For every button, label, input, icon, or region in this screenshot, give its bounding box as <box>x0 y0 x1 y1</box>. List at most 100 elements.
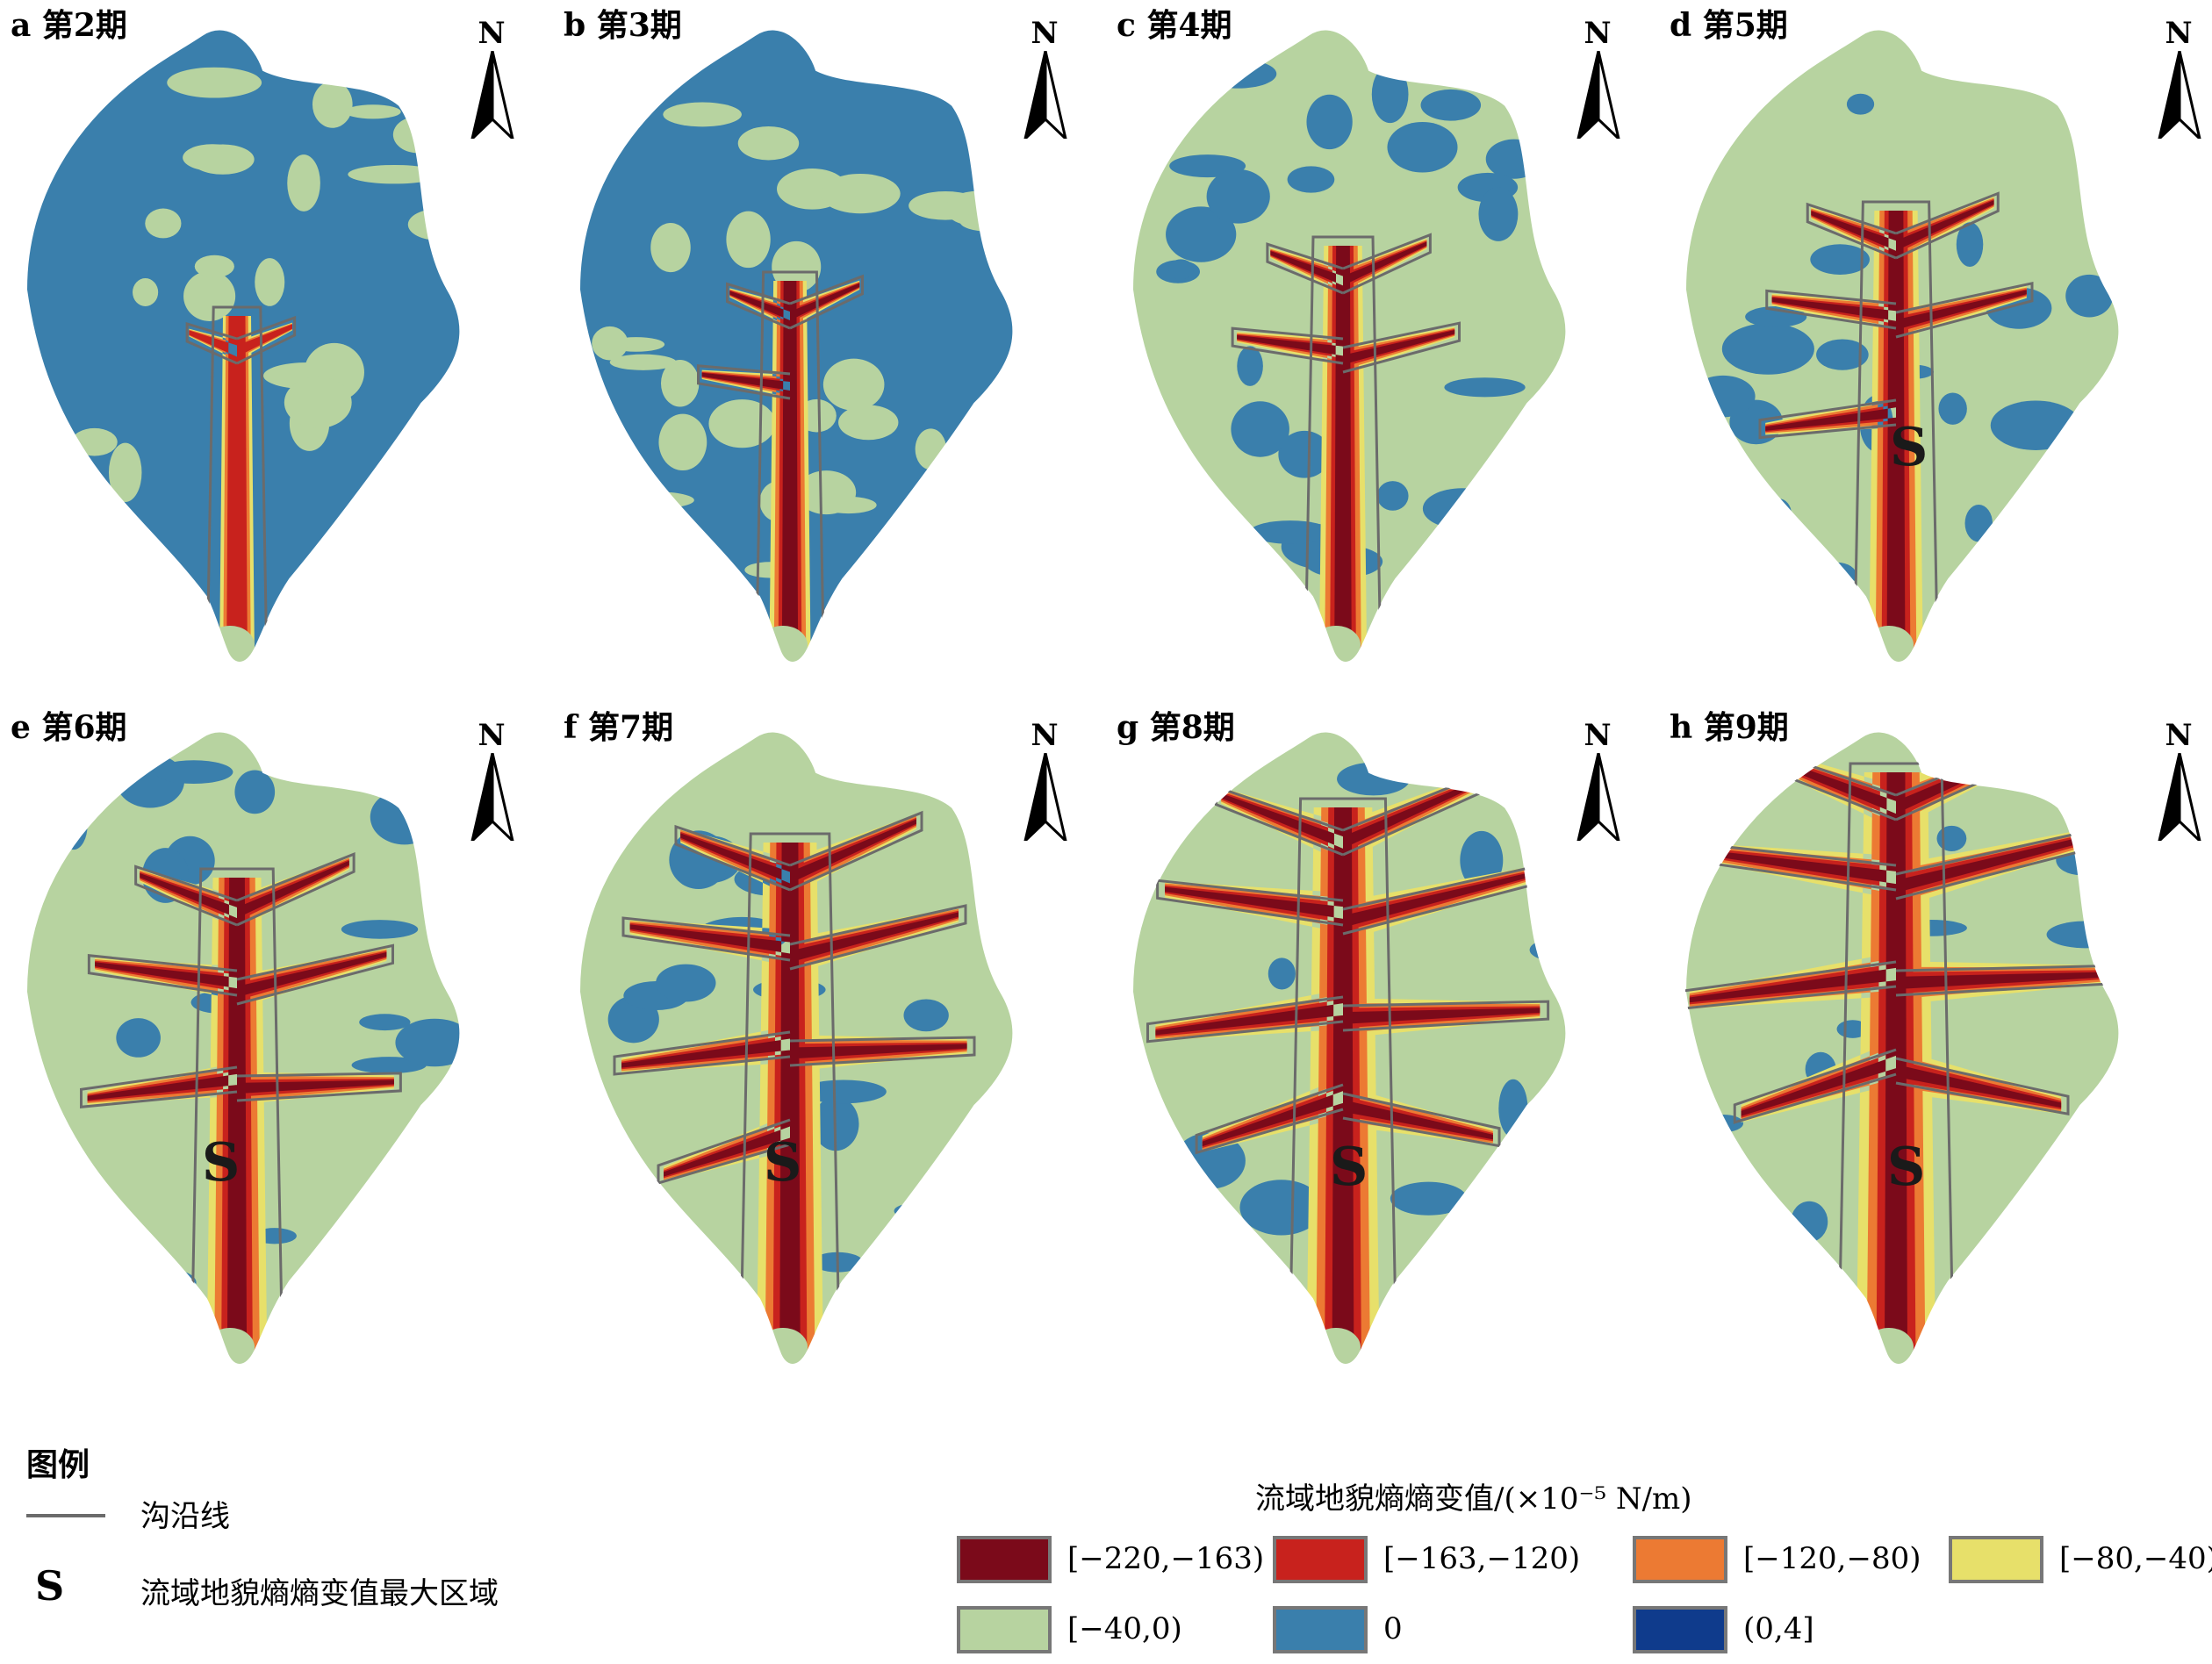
gully-edge <box>134 864 238 927</box>
terrain-patch <box>1239 1180 1323 1236</box>
terrain-patch <box>183 270 236 321</box>
panel-label: c 第4期 <box>1117 7 1232 44</box>
basin-edge <box>578 730 1015 1366</box>
gully-edge <box>1342 1000 1550 1032</box>
gully-edge <box>789 274 864 330</box>
terrain-patch <box>618 491 694 509</box>
gully-edge <box>1342 1092 1501 1148</box>
max-region-marker: S <box>1890 417 1928 478</box>
north-letter: N <box>2165 718 2193 753</box>
terrain-patch <box>1249 520 1332 544</box>
panel-label: g 第8期 <box>1117 709 1235 746</box>
map-fill <box>1685 29 2120 663</box>
terrain-patch <box>113 1263 173 1316</box>
terrain-patch <box>116 1018 161 1058</box>
north-letter: N <box>2165 16 2193 51</box>
north-arrow: N <box>2152 16 2205 139</box>
terrain-patch <box>915 428 947 470</box>
north-arrow: N <box>2152 718 2205 841</box>
terrain-patch <box>1287 166 1335 193</box>
gully-edge <box>789 904 967 971</box>
gully-edge <box>1758 398 1897 440</box>
terrain-patch <box>1810 244 1870 275</box>
terrain-patch <box>1167 259 1194 280</box>
terrain-patch <box>341 920 419 939</box>
terrain-patch <box>1936 825 1967 851</box>
terrain-patch <box>1791 1201 1828 1243</box>
color-scale-legend: 流域地貌熵熵变值/(×10⁻⁵ N/m) [−220,−163) [−163,−… <box>957 1474 2212 1659</box>
north-letter: N <box>478 16 506 51</box>
north-arrow-icon <box>470 51 514 139</box>
gully-edge <box>1289 797 1397 1344</box>
gully-edge <box>755 270 825 642</box>
terrain-patch <box>108 442 142 503</box>
gully-edge <box>185 321 238 365</box>
watershed-map <box>1684 730 2121 1366</box>
gully-edge <box>1195 1083 1344 1155</box>
gully-edge-line <box>185 305 297 642</box>
terrain-patch <box>194 255 234 278</box>
gully-edge <box>1304 235 1382 642</box>
max-symbol: S <box>35 1562 65 1610</box>
terrain-patch <box>46 497 84 549</box>
map-fill <box>579 731 1014 1366</box>
legend-title: 图例 <box>26 1446 90 1483</box>
gully-zone <box>1765 200 2027 659</box>
terrain-patch <box>1816 339 1869 370</box>
terrain-patch <box>1390 1181 1468 1216</box>
terrain-patch <box>1990 400 2081 450</box>
terrain-patch <box>1529 937 1567 962</box>
terrain-patch <box>395 1018 461 1067</box>
map-panel-d: d 第5期 S N <box>1659 0 2212 693</box>
terrain-patch <box>351 1057 427 1074</box>
north-arrow-icon <box>1576 51 1620 139</box>
map-fill <box>579 29 1014 663</box>
gully-edge <box>739 832 841 1344</box>
max-region-marker: S <box>202 1132 241 1194</box>
class-label: [−80,−40) <box>2059 1541 2212 1576</box>
terrain-patch <box>190 144 255 175</box>
basin-edge <box>1131 730 1568 1366</box>
gully-zone <box>1155 778 1540 1360</box>
color-swatch <box>1273 1536 1368 1583</box>
terrain-patch <box>1278 430 1331 478</box>
gully-edge <box>1895 191 2000 260</box>
terrain-patch <box>772 240 822 293</box>
gully-edge-line <box>697 270 864 642</box>
gully-zone <box>189 316 292 658</box>
terrain-patch <box>407 208 461 241</box>
north-arrow: N <box>465 16 518 139</box>
watershed-map <box>1131 730 1568 1366</box>
terrain-patch <box>708 399 776 448</box>
outline-label: 沟沿线 <box>140 1499 230 1534</box>
gully-edge <box>1266 242 1344 295</box>
color-swatch <box>1633 1536 1727 1583</box>
gully-edge <box>1146 995 1344 1044</box>
gully-edge <box>236 315 297 365</box>
terrain-patch <box>60 800 88 850</box>
terrain-patch <box>903 999 949 1032</box>
color-swatch <box>957 1536 1052 1583</box>
gully-edge-line <box>80 851 402 1344</box>
north-arrow-icon <box>1576 753 1620 841</box>
terrain-patch <box>312 81 353 128</box>
terrain-patch <box>1132 1202 1205 1254</box>
map-panel-e: e 第6期 S N <box>0 702 553 1395</box>
gully-zone <box>1689 735 2113 1360</box>
gully-edge <box>1837 762 1955 1344</box>
gully-edge-line <box>613 810 976 1344</box>
class-label: [−220,−163) <box>1067 1541 1265 1576</box>
terrain-patch <box>1337 762 1411 796</box>
panel-label: e 第6期 <box>11 709 127 746</box>
gully-edge <box>80 1065 238 1108</box>
gully-zone <box>621 819 967 1360</box>
gully-edge <box>1895 281 2034 339</box>
north-arrow: N <box>1018 16 1071 139</box>
terrain-patch <box>796 470 857 515</box>
gully-edge <box>1342 321 1461 374</box>
color-swatch <box>1949 1536 2043 1583</box>
map-panel-g: g 第8期 S N <box>1106 702 1659 1395</box>
terrain-patch <box>1766 498 1792 530</box>
basin-edge <box>1131 28 1568 663</box>
max-region-marker: S <box>1330 1137 1368 1198</box>
